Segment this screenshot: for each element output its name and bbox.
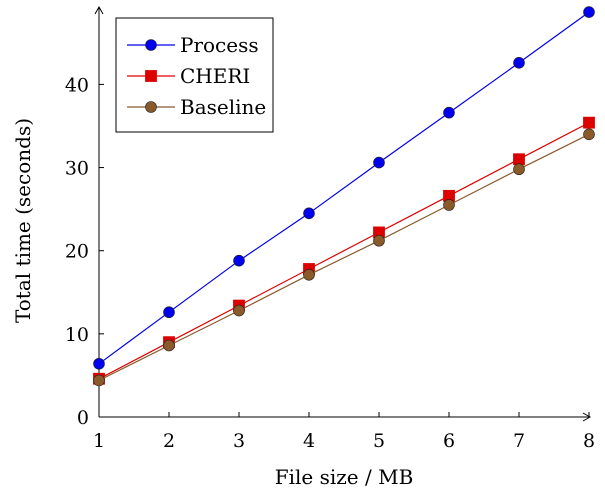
y-tick-label: 10 <box>65 324 89 346</box>
series-process <box>93 6 595 370</box>
process-point <box>443 106 455 119</box>
process-point <box>163 306 175 319</box>
baseline-point <box>233 304 245 317</box>
legend-item-cheri: CHERI <box>127 64 250 88</box>
x-tick-label: 3 <box>233 430 245 452</box>
series-layer <box>93 6 595 387</box>
cheri-point <box>513 153 525 166</box>
x-axis-title: File size / MB <box>275 465 414 489</box>
legend-label: CHERI <box>180 64 250 88</box>
legend-label: Baseline <box>180 95 266 119</box>
legend: Process CHERI Baseline <box>115 17 274 133</box>
axes: 1 2 3 4 5 6 7 8 0 10 20 30 40 <box>65 5 595 452</box>
baseline-point <box>373 234 385 247</box>
cheri-line <box>98 122 590 380</box>
y-tick-label: 0 <box>77 407 89 429</box>
process-point <box>93 357 105 370</box>
x-tick-label: 2 <box>163 430 175 452</box>
baseline-point <box>303 269 315 281</box>
y-axis-title: Total time (seconds) <box>11 118 35 323</box>
process-point <box>303 207 315 220</box>
process-line <box>98 11 590 365</box>
y-tick-label: 30 <box>65 158 89 180</box>
x-axis-arrow <box>582 412 592 422</box>
x-tick-label: 5 <box>373 430 385 452</box>
process-point <box>233 254 245 267</box>
baseline-point <box>163 339 175 352</box>
process-point <box>373 156 385 169</box>
legend-marker <box>145 39 157 51</box>
legend-label: Process <box>180 33 259 57</box>
x-tick-label: 8 <box>583 430 595 452</box>
legend-item-process: Process <box>127 33 259 57</box>
baseline-point <box>583 128 595 141</box>
baseline-point <box>93 374 105 387</box>
legend-marker <box>145 101 157 113</box>
legend-item-baseline: Baseline <box>127 95 266 119</box>
process-point <box>513 56 525 69</box>
y-axis-arrow <box>94 5 104 15</box>
legend-box <box>115 17 274 133</box>
baseline-point <box>513 163 525 176</box>
baseline-point <box>443 199 455 211</box>
baseline-line <box>98 133 590 381</box>
series-baseline <box>93 128 595 387</box>
x-tick-label: 1 <box>93 430 105 452</box>
x-tick-label: 6 <box>443 430 455 452</box>
x-tick-label: 7 <box>513 430 525 452</box>
process-point <box>583 6 595 18</box>
legend-marker <box>145 70 157 82</box>
y-tick-label: 20 <box>65 241 89 263</box>
cheri-point <box>583 116 595 129</box>
x-tick-label: 4 <box>303 430 315 452</box>
y-tick-label: 40 <box>65 74 89 96</box>
